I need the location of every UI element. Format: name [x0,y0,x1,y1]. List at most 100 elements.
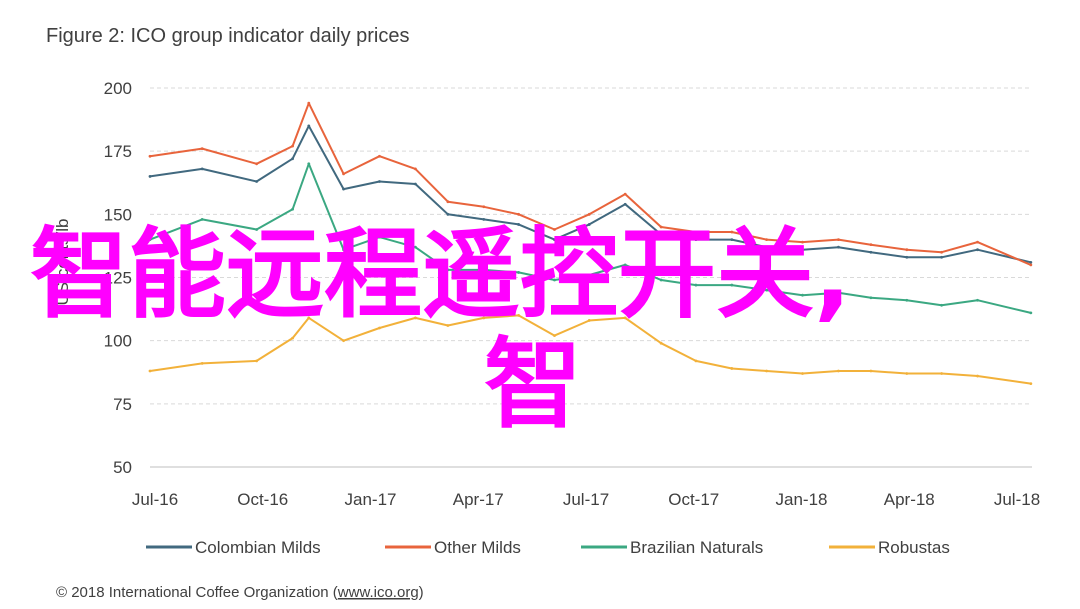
x-tick-label: Apr-17 [453,490,504,509]
data-point [587,223,591,226]
data-point [659,233,663,236]
copyright-footer: © 2018 International Coffee Organization… [56,584,424,601]
data-point [148,369,152,373]
data-point [976,374,979,378]
data-point [148,175,152,178]
data-point [765,369,768,373]
data-point [414,316,417,320]
x-tick-label: Jan-17 [345,490,397,509]
chart-title: Figure 2: ICO group indicator daily pric… [46,25,410,47]
data-point [200,362,204,365]
footer-link[interactable]: www.ico.org [337,584,419,601]
x-tick-label: Jan-18 [776,490,828,509]
data-point [307,124,311,128]
data-point [587,319,591,322]
data-point [482,205,486,209]
y-tick-label: 175 [104,142,132,161]
data-point [905,372,909,375]
data-point [976,298,979,302]
data-point [940,250,943,254]
data-point [446,212,450,216]
data-point [553,238,556,242]
data-point [378,326,381,330]
data-point [200,167,204,171]
data-point [659,341,663,345]
data-point [517,314,520,317]
data-point [730,238,734,242]
data-point [378,154,381,158]
data-point [200,147,204,151]
data-point [623,263,627,267]
footer-text-after: ) [419,584,424,601]
y-tick-label: 125 [104,269,132,288]
data-point [291,144,294,148]
data-point [553,278,556,282]
data-point [940,255,943,259]
y-tick-label: 75 [113,395,132,414]
overlay-text-line2: 智 [484,328,582,442]
data-point [587,212,591,216]
data-point [255,359,259,363]
data-point [905,255,909,259]
data-point [694,238,698,242]
y-tick-label: 150 [104,205,132,224]
data-point [869,296,873,300]
data-point [694,230,698,234]
data-point [200,217,204,221]
data-point [801,248,804,252]
data-point [414,167,417,171]
legend-label: Brazilian Naturals [630,538,763,557]
data-point [801,372,804,375]
data-point [255,228,259,231]
data-point [694,359,698,363]
data-point [307,162,311,166]
data-point [869,250,873,254]
data-point [1029,260,1033,264]
data-point [837,291,840,295]
data-point [414,182,417,186]
data-point [291,157,294,161]
data-point [291,207,294,211]
data-point [446,200,450,204]
data-point [976,240,979,244]
data-point [940,303,943,307]
data-point [905,298,909,302]
x-tick-label: Jul-17 [563,490,609,509]
data-point [587,273,591,277]
data-point [1029,263,1033,267]
data-point [446,268,450,272]
data-point [765,245,768,249]
data-point [553,228,556,231]
data-point [730,230,734,234]
x-axis-ticks: Jul-16 Oct-16 Jan-17 Apr-17 Jul-17 Oct-17 Jan-… [132,490,1040,509]
data-point [730,367,734,370]
data-point [148,154,152,158]
data-point [482,316,486,320]
x-tick-label: Oct-16 [237,490,288,509]
data-point [1029,382,1033,386]
data-point [837,369,840,373]
legend: Colombian Milds Other Milds Brazilian Natu… [146,538,950,557]
data-point [976,248,979,252]
data-point [730,283,734,287]
data-point [482,217,486,221]
y-tick-label: 100 [104,332,132,351]
x-tick-label: Apr-18 [884,490,935,509]
data-point [553,334,556,338]
data-point [307,316,311,320]
data-point [801,293,804,297]
y-axis-ticks: 50 75 100 125 150 175 200 [104,79,132,477]
data-point [517,271,520,274]
data-point [623,202,627,206]
data-point [446,324,450,327]
legend-label: Colombian Milds [195,538,321,557]
data-point [869,243,873,247]
overlay-text-line1: 智能远程遥控开关, [30,218,851,332]
data-point [414,245,417,249]
y-tick-label: 200 [104,79,132,98]
data-point [378,180,381,183]
data-point [837,245,840,249]
data-point [905,248,909,252]
data-point [659,225,663,229]
x-tick-label: Jul-16 [132,490,178,509]
